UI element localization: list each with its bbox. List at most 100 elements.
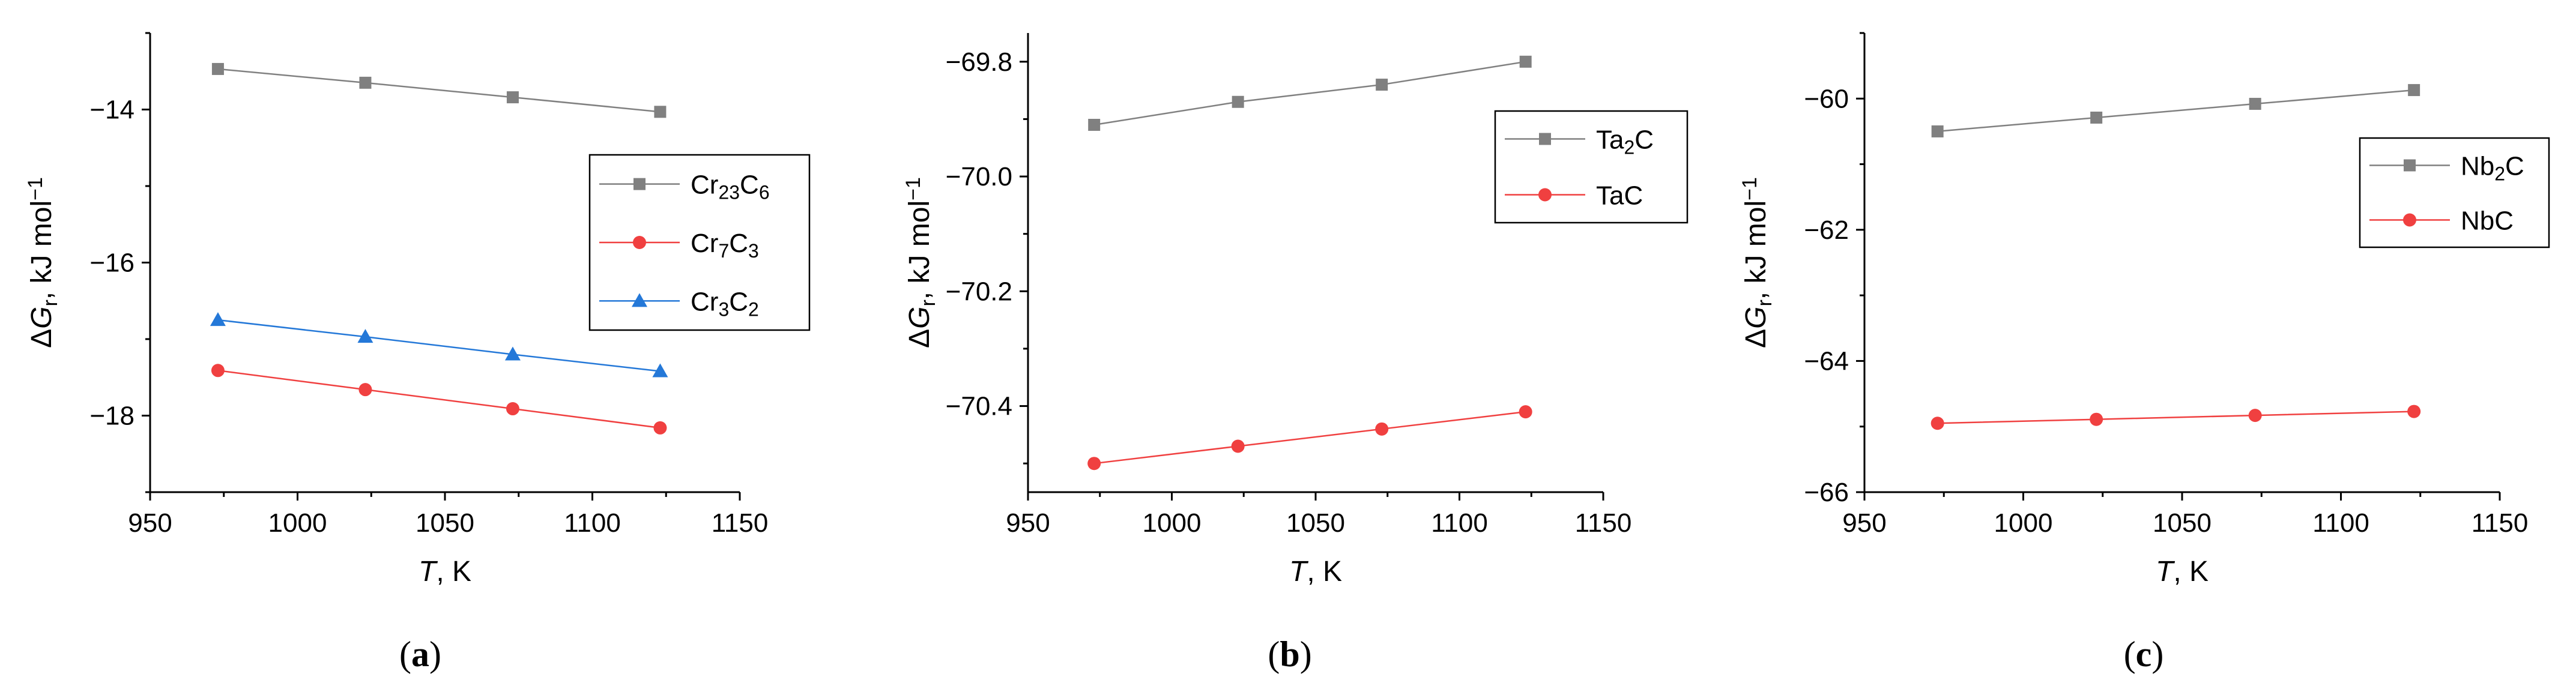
x-axis-title-symbol: T <box>2156 556 2175 588</box>
panel-label-open: ( <box>399 634 411 674</box>
y-tick-label: −69.8 <box>946 47 1012 77</box>
x-tick-label: 1000 <box>268 508 327 538</box>
legend-label-part: C <box>740 170 759 200</box>
data-point-Ta2C <box>1088 119 1101 131</box>
data-point-Cr3C2 <box>652 363 668 378</box>
data-point-Nb2C <box>2249 98 2261 110</box>
data-point-NbC <box>2090 412 2103 426</box>
x-tick-label: 1000 <box>1994 508 2053 538</box>
legend-label-subscript: 2 <box>2494 163 2505 184</box>
y-tick-label: −66 <box>1804 478 1849 507</box>
legend-label: NbC <box>2461 206 2514 236</box>
data-point-Cr7C3 <box>211 364 225 378</box>
x-tick-label: 1150 <box>712 508 769 538</box>
data-point-Cr3C2 <box>357 329 373 343</box>
series-line-Cr7C3 <box>217 370 661 429</box>
x-axis-title: T, K <box>419 556 471 588</box>
data-point-Nb2C <box>1931 125 1944 137</box>
data-point-Cr23C6 <box>654 106 667 118</box>
legend-label: TaC <box>1596 181 1643 211</box>
data-point-Cr23C6 <box>211 62 224 75</box>
legend-label-part: C <box>729 287 748 316</box>
data-point-TaC <box>1375 422 1389 436</box>
legend-label-subscript: 6 <box>759 182 770 203</box>
legend: Nb2C NbC <box>2359 137 2550 248</box>
panel-label-letter: a <box>411 634 429 674</box>
data-point-NbC <box>2407 405 2421 418</box>
data-point-Cr3C2 <box>504 346 521 361</box>
y-axis-title-unit: , kJ mol <box>904 200 936 299</box>
x-tick-label: 1100 <box>1431 508 1488 538</box>
x-axis-title-unit: , K <box>1307 556 1342 588</box>
legend-marker <box>633 178 646 190</box>
x-axis-title: T, K <box>1289 556 1342 588</box>
data-point-NbC <box>1930 417 1944 430</box>
x-axis-title: T, K <box>2156 556 2209 588</box>
y-tick-label: −18 <box>89 402 135 431</box>
data-point-TaC <box>1087 457 1101 471</box>
data-point-TaC <box>1231 439 1245 453</box>
legend-label: Nb2C <box>2461 152 2524 185</box>
x-axis-title-unit: , K <box>2173 556 2209 588</box>
x-axis-title-symbol: T <box>1289 556 1309 588</box>
y-axis-title-delta: Δ <box>26 329 58 348</box>
legend-label-part: Cr <box>691 229 718 258</box>
y-axis-title-superscript: −1 <box>24 177 47 200</box>
series-line-TaC <box>1094 411 1526 465</box>
data-point-Cr7C3 <box>506 402 519 416</box>
x-tick-label: 950 <box>1006 508 1050 538</box>
panel-label-open: ( <box>2124 634 2136 674</box>
y-axis-title-delta: Δ <box>904 329 936 348</box>
y-axis-title-superscript: −1 <box>1738 177 1761 200</box>
data-point-NbC <box>2248 409 2262 423</box>
legend-marker <box>633 236 646 249</box>
legend-label: Cr3C2 <box>691 287 759 320</box>
data-point-Cr7C3 <box>358 383 372 397</box>
legend-label-part: Cr <box>691 170 718 200</box>
legend-frame <box>1494 110 1689 224</box>
y-axis-title: ΔGr, kJ mol−1 <box>1738 177 1776 348</box>
data-point-Nb2C <box>2090 111 2103 124</box>
data-point-Cr3C2 <box>210 312 226 326</box>
y-axis-title-delta: Δ <box>1740 329 1772 348</box>
legend-label-subscript: 3 <box>748 240 759 262</box>
y-tick-label: −70.2 <box>946 277 1012 306</box>
y-axis-title: ΔGr, kJ mol−1 <box>902 177 940 348</box>
data-point-Nb2C <box>2408 84 2420 97</box>
panel-b: 950 1000 1050 1100 1150 −70.4 −70.2 −70.0 −69.8 T… <box>902 33 1689 674</box>
x-tick-label: 1100 <box>2312 508 2369 538</box>
x-axis-title-unit: , K <box>436 556 471 588</box>
y-tick-label: −70.4 <box>946 392 1012 421</box>
x-tick-label: 950 <box>128 508 172 538</box>
panel-label-letter: b <box>1280 634 1299 674</box>
series-line-Cr3C2 <box>217 319 661 372</box>
y-tick-label: −60 <box>1804 84 1849 113</box>
y-tick-label: −64 <box>1804 346 1849 376</box>
legend-label: Cr7C3 <box>691 229 759 262</box>
y-axis-title-superscript: −1 <box>902 177 925 200</box>
legend-label-part: NbC <box>2461 206 2514 236</box>
x-tick-label: 1000 <box>1143 508 1202 538</box>
series-line-Ta2C <box>1093 61 1526 126</box>
legend-label-subscript: 7 <box>718 240 729 262</box>
panel-label-close: ) <box>429 634 441 674</box>
panel-a: 950 1000 1050 1100 1150−18−16−14Cr23C6Cr7C3C… <box>24 32 811 674</box>
x-tick-label: 1050 <box>2153 508 2212 538</box>
x-tick-label: 1050 <box>416 508 474 538</box>
y-tick-label: −16 <box>89 248 135 278</box>
panel-label: (c) <box>2124 634 2164 674</box>
y-tick-label: −14 <box>89 95 135 125</box>
legend-marker <box>632 293 647 307</box>
legend-label-part: C <box>1634 125 1654 155</box>
y-axis-title-symbol: G <box>26 307 58 329</box>
series-line-Nb2C <box>1937 89 2414 133</box>
y-axis-title-subscript: r <box>917 299 940 306</box>
legend-label-subscript: 3 <box>718 298 729 320</box>
legend-frame <box>2359 137 2550 248</box>
data-point-Cr23C6 <box>359 76 372 89</box>
y-axis-title-unit: , kJ mol <box>1740 200 1772 299</box>
data-point-Cr23C6 <box>506 91 519 104</box>
x-axis-title-symbol: T <box>419 556 438 588</box>
